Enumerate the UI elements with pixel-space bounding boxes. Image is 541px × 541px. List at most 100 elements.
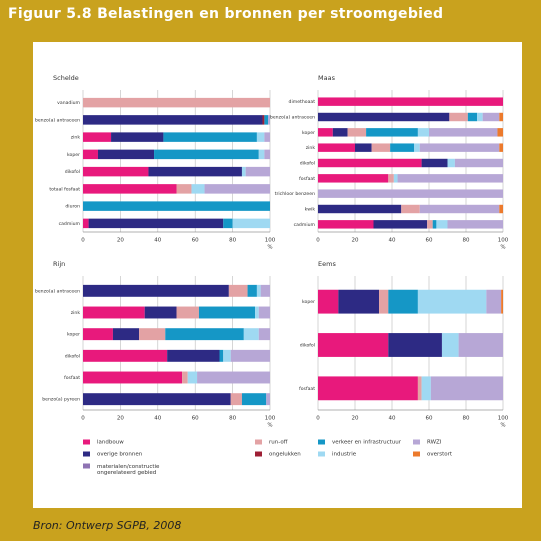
bar-segment <box>144 306 177 319</box>
bar-segment <box>477 112 483 122</box>
x-tick-label: 100 <box>265 416 276 422</box>
legend-swatch <box>318 439 325 445</box>
bar-segment <box>241 393 267 406</box>
bar-segment <box>499 204 503 214</box>
bar-segment <box>441 333 459 357</box>
bar-segment <box>467 112 478 122</box>
bar-segment <box>501 289 503 314</box>
x-tick-label: 60 <box>192 238 199 244</box>
y-tick-label: dikofol <box>65 353 80 359</box>
bar-segment <box>379 289 389 314</box>
bar-segment <box>83 284 229 297</box>
y-tick-label: dikofol <box>300 343 315 349</box>
y-tick-label: zink <box>306 145 316 151</box>
bar-segment <box>482 112 500 122</box>
bar-segment <box>230 393 242 406</box>
bar-segment <box>111 132 164 142</box>
bar-segment <box>318 204 402 214</box>
x-tick-label: 60 <box>426 416 433 422</box>
x-axis-label: % <box>267 245 272 251</box>
legend-label: overstort <box>427 452 453 458</box>
bar-segment <box>458 333 503 357</box>
bar-segment <box>83 201 270 211</box>
x-tick-label: 0 <box>316 238 320 244</box>
bar-segment <box>219 349 224 362</box>
bar-segment <box>393 174 398 183</box>
bar-segment <box>390 143 415 152</box>
x-tick-label: 0 <box>316 416 320 422</box>
y-tick-label: fosfaat <box>299 386 315 392</box>
bar-segment <box>447 158 455 168</box>
x-tick-label: 20 <box>352 416 359 422</box>
bar-segment <box>204 184 270 194</box>
bar-segment <box>268 115 270 125</box>
x-axis-label: % <box>500 245 505 251</box>
caption: Bron: Ontwerp SGPB, 2008 <box>33 519 182 532</box>
bar-segment <box>247 284 257 297</box>
bar-segment <box>163 132 257 142</box>
y-tick-label: benzo(a) pyreen <box>42 397 80 403</box>
chart-title: Rijn <box>53 260 65 268</box>
bar-segment <box>421 158 448 168</box>
y-tick-label: benzo(a) antraceen <box>35 117 80 123</box>
chart-title: Maas <box>318 74 336 82</box>
x-tick-label: 40 <box>389 238 396 244</box>
bar-segment <box>176 306 199 319</box>
y-tick-label: dikofol <box>65 169 80 175</box>
bar-segment <box>83 306 145 319</box>
bar-segment <box>262 115 265 125</box>
x-tick-label: 40 <box>154 238 161 244</box>
bar-segment <box>198 306 256 319</box>
bar-segment <box>318 333 389 357</box>
legend-label: verkeer en infrastructuur <box>332 440 402 446</box>
bar-segment <box>388 289 418 314</box>
bar-segment <box>373 220 428 229</box>
y-tick-label: koper <box>302 130 315 136</box>
legend-label: landbouw <box>97 440 124 446</box>
bar-segment <box>232 218 270 229</box>
bar-segment <box>167 349 220 362</box>
bar-segment <box>449 112 468 122</box>
bar-segment <box>388 174 394 183</box>
bar-segment <box>83 166 149 177</box>
bar-segment <box>318 143 355 152</box>
bar-segment <box>182 371 188 384</box>
x-tick-label: 80 <box>463 238 470 244</box>
x-tick-label: 80 <box>463 416 470 422</box>
y-tick-label: benzo(a) antraceen <box>270 115 315 121</box>
bar-segment <box>417 376 422 401</box>
y-tick-label: koper <box>67 152 80 158</box>
bar-segment <box>83 149 98 160</box>
x-tick-label: 20 <box>352 238 359 244</box>
x-tick-label: 80 <box>229 416 236 422</box>
x-tick-label: 0 <box>81 238 85 244</box>
x-axis-label: % <box>267 423 272 429</box>
bar-segment <box>318 97 503 106</box>
bar-segment <box>197 371 270 384</box>
legend-swatch <box>255 439 262 445</box>
bar-segment <box>258 328 270 341</box>
bar-segment <box>397 174 503 183</box>
bar-segment <box>191 184 205 194</box>
x-tick-label: 60 <box>192 416 199 422</box>
y-tick-label: benzo(a) antraceen <box>35 288 80 294</box>
bar-segment <box>139 328 166 341</box>
legend-swatch <box>83 451 90 457</box>
bar-segment <box>83 371 183 384</box>
bar-segment <box>430 376 503 401</box>
bar-segment <box>97 149 155 160</box>
bar-segment <box>417 289 487 314</box>
bar-segment <box>230 349 270 362</box>
bar-segment <box>256 132 265 142</box>
bar-segment <box>338 289 380 314</box>
charts: Schelde 0 20 40 60 80 100% vanadium benzo(a) ant… <box>35 74 509 476</box>
bar-segment <box>83 97 270 108</box>
bar-segment <box>355 143 372 152</box>
bar-segment <box>243 328 259 341</box>
bar-segment <box>427 220 433 229</box>
bar-segment <box>83 328 113 341</box>
bar-segment <box>83 349 168 362</box>
bar-segment <box>264 149 270 160</box>
bar-segment <box>419 143 500 152</box>
